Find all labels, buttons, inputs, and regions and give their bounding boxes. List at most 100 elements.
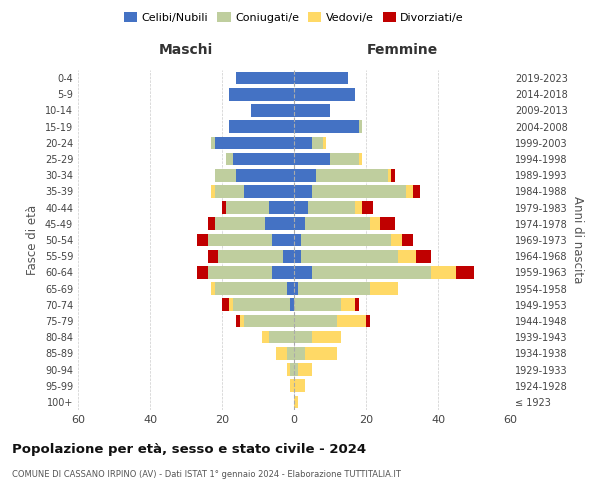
Bar (208, 234, 272, 246)
Bar (416, 250, 431, 262)
Bar (301, 234, 391, 246)
Bar (294, 136, 312, 149)
Bar (294, 282, 298, 295)
Bar (226, 202, 269, 214)
Bar (380, 218, 395, 230)
Bar (316, 169, 388, 181)
Bar (413, 185, 420, 198)
Bar (294, 250, 301, 262)
Text: Popolazione per età, sesso e stato civile - 2024: Popolazione per età, sesso e stato civil… (12, 442, 366, 456)
Bar (229, 88, 294, 101)
Bar (359, 120, 362, 133)
Bar (211, 136, 215, 149)
Bar (398, 250, 416, 262)
Bar (298, 363, 312, 376)
Bar (222, 202, 226, 214)
Bar (312, 136, 323, 149)
Bar (244, 314, 294, 328)
Bar (251, 104, 294, 117)
Bar (323, 136, 326, 149)
Bar (215, 218, 265, 230)
Bar (294, 298, 341, 311)
Bar (226, 152, 233, 166)
Bar (208, 218, 215, 230)
Bar (240, 314, 244, 328)
Bar (370, 282, 398, 295)
Bar (456, 266, 474, 278)
Bar (366, 314, 370, 328)
Bar (233, 298, 290, 311)
Bar (308, 202, 355, 214)
Bar (211, 282, 215, 295)
Bar (294, 202, 308, 214)
Bar (402, 234, 413, 246)
Bar (359, 152, 362, 166)
Bar (215, 282, 287, 295)
Bar (233, 152, 294, 166)
Bar (337, 314, 366, 328)
Bar (244, 185, 294, 198)
Bar (294, 347, 305, 360)
Bar (312, 185, 406, 198)
Bar (208, 250, 218, 262)
Bar (283, 250, 294, 262)
Bar (431, 266, 456, 278)
Bar (391, 169, 395, 181)
Bar (197, 266, 208, 278)
Bar (236, 72, 294, 85)
Bar (236, 314, 240, 328)
Bar (355, 202, 362, 214)
Bar (341, 298, 355, 311)
Bar (218, 250, 283, 262)
Bar (265, 218, 294, 230)
Bar (229, 298, 233, 311)
Bar (287, 282, 294, 295)
Bar (290, 363, 294, 376)
Bar (229, 120, 294, 133)
Bar (215, 169, 236, 181)
Bar (294, 169, 316, 181)
Bar (294, 185, 312, 198)
Bar (197, 234, 208, 246)
Bar (312, 331, 341, 344)
Bar (294, 314, 337, 328)
Bar (287, 363, 290, 376)
Bar (362, 202, 373, 214)
Bar (294, 234, 301, 246)
Bar (305, 218, 370, 230)
Bar (290, 298, 294, 311)
Text: Maschi: Maschi (159, 43, 213, 57)
Bar (298, 282, 370, 295)
Y-axis label: Anni di nascita: Anni di nascita (571, 196, 584, 284)
Bar (370, 218, 380, 230)
Bar (272, 234, 294, 246)
Text: COMUNE DI CASSANO IRPINO (AV) - Dati ISTAT 1° gennaio 2024 - Elaborazione TUTTIT: COMUNE DI CASSANO IRPINO (AV) - Dati IST… (12, 470, 401, 479)
Bar (294, 331, 312, 344)
Bar (272, 266, 294, 278)
Bar (294, 396, 298, 408)
Bar (211, 185, 215, 198)
Bar (262, 331, 269, 344)
Bar (269, 202, 294, 214)
Bar (208, 266, 272, 278)
Bar (305, 347, 337, 360)
Bar (294, 380, 305, 392)
Bar (222, 298, 229, 311)
Bar (290, 380, 294, 392)
Bar (215, 136, 294, 149)
Bar (236, 169, 294, 181)
Bar (294, 88, 355, 101)
Bar (406, 185, 413, 198)
Bar (294, 152, 330, 166)
Bar (330, 152, 359, 166)
Bar (294, 72, 348, 85)
Y-axis label: Fasce di età: Fasce di età (26, 205, 39, 275)
Bar (287, 347, 294, 360)
Bar (294, 218, 305, 230)
Bar (215, 185, 244, 198)
Text: Femmine: Femmine (367, 43, 437, 57)
Bar (388, 169, 391, 181)
Legend: Celibi/Nubili, Coniugati/e, Vedovi/e, Divorziati/e: Celibi/Nubili, Coniugati/e, Vedovi/e, Di… (119, 8, 469, 28)
Bar (355, 298, 359, 311)
Bar (294, 104, 330, 117)
